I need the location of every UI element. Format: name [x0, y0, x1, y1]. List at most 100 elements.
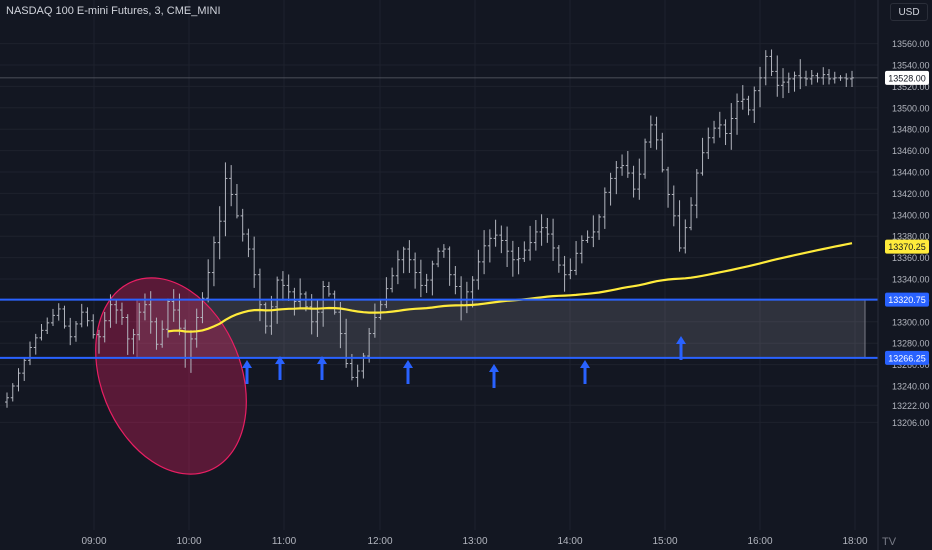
- y-tick-label: 13540.00: [892, 61, 930, 71]
- ohlc-bar: [752, 86, 757, 123]
- ohlc-bar: [372, 303, 377, 338]
- ohlc-bar: [321, 280, 326, 327]
- ohlc-bar: [620, 154, 625, 176]
- ohlc-bar: [775, 55, 780, 97]
- ohlc-bar: [73, 321, 78, 342]
- up-arrow[interactable]: [317, 356, 327, 380]
- ohlc-bar: [781, 68, 786, 99]
- ohlc-bar: [832, 71, 837, 84]
- ohlc-bar: [551, 218, 556, 261]
- ohlc-bar: [257, 268, 262, 322]
- ohlc-bar: [263, 302, 268, 334]
- price-labels: 13528.00 13370.25 13320.75 13266.25: [885, 70, 929, 365]
- ohlc-bar: [119, 302, 124, 325]
- ohlc-bar: [585, 230, 590, 243]
- ohlc-bar: [821, 67, 826, 85]
- price-label: 13266.25: [885, 350, 929, 365]
- ohlc-bar: [476, 249, 481, 290]
- up-arrow[interactable]: [676, 336, 686, 360]
- grid-lines: [0, 0, 878, 530]
- ohlc-bar: [700, 137, 705, 176]
- ohlc-bar: [85, 307, 90, 327]
- ohlc-bar: [556, 245, 561, 273]
- up-arrow[interactable]: [489, 364, 499, 388]
- tradingview-logo: TV: [882, 536, 897, 548]
- ohlc-bar: [602, 187, 607, 229]
- ohlc-bar: [430, 260, 435, 296]
- y-tick-label: 13560.00: [892, 39, 930, 49]
- ohlc-bar: [631, 165, 636, 198]
- ohlc-bar: [16, 368, 21, 392]
- ohlc-bar: [280, 271, 285, 301]
- ohlc-bar: [286, 274, 291, 302]
- highlight-ellipse-shape[interactable]: [68, 255, 274, 497]
- ohlc-bar: [45, 317, 50, 335]
- ohlc-bar: [154, 317, 159, 350]
- ohlc-bar: [746, 95, 751, 116]
- ohlc-bar: [315, 300, 320, 337]
- svg-text:13320.75: 13320.75: [888, 295, 926, 305]
- ohlc-bar: [591, 215, 596, 248]
- vwap-path: [167, 242, 853, 333]
- currency-button[interactable]: USD: [890, 3, 928, 21]
- ohlc-bar: [91, 314, 96, 339]
- y-tick-label: 13500.00: [892, 103, 930, 113]
- ohlc-bar: [677, 200, 682, 252]
- ohlc-bar: [252, 236, 257, 288]
- chart-title: NASDAQ 100 E-mini Futures, 3, CME_MINI: [6, 5, 221, 17]
- ohlc-bar: [160, 320, 165, 348]
- ohlc-bar: [792, 71, 797, 92]
- ohlc-bar: [798, 59, 803, 90]
- ohlc-bar: [487, 229, 492, 263]
- x-tick-label: 15:00: [652, 536, 677, 547]
- ohlc-bar: [5, 392, 9, 408]
- price-label: 13528.00: [885, 70, 929, 85]
- ohlc-bar: [344, 318, 349, 368]
- y-tick-label: 13260.00: [892, 360, 930, 370]
- ohlc-bar: [200, 292, 205, 324]
- x-tick-label: 18:00: [842, 536, 867, 547]
- ohlc-bar: [844, 73, 849, 87]
- ohlc-bar: [165, 298, 170, 338]
- up-arrow[interactable]: [580, 360, 590, 384]
- ohlc-bar: [62, 305, 67, 329]
- x-tick-label: 12:00: [367, 536, 392, 547]
- ohlc-bar: [740, 85, 745, 110]
- ohlc-bar: [786, 72, 791, 94]
- up-arrow[interactable]: [242, 360, 252, 384]
- ohlc-bar: [533, 220, 538, 251]
- ohlc-bar: [96, 329, 101, 354]
- y-tick-label: 13222.00: [892, 401, 930, 411]
- ohlc-bar: [654, 116, 659, 150]
- up-arrow[interactable]: [403, 360, 413, 384]
- up-arrow[interactable]: [275, 356, 285, 380]
- y-tick-label: 13206.00: [892, 418, 930, 428]
- ohlc-bar: [131, 328, 136, 355]
- ohlc-bar: [142, 293, 147, 321]
- ohlc-bar: [545, 217, 550, 243]
- zone-rect[interactable]: [136, 299, 866, 359]
- price-axis: 13560.00 13540.00 13520.00 13500.00 13480.00…: [877, 0, 930, 550]
- ohlc-bar: [401, 246, 406, 274]
- ohlc-bar: [637, 158, 642, 200]
- ohlc-bar: [240, 208, 245, 242]
- ohlc-bar: [246, 228, 251, 258]
- highlight-ellipse: [68, 255, 274, 497]
- ohlc-bar: [528, 225, 533, 261]
- ohlc-bar: [22, 357, 27, 381]
- ohlc-bar: [125, 314, 130, 355]
- ohlc-bar: [683, 219, 688, 254]
- ohlc-bar: [367, 327, 372, 363]
- x-tick-label: 09:00: [81, 536, 106, 547]
- ohlc-bar: [579, 235, 584, 264]
- ohlc-bar: [453, 265, 458, 295]
- ohlc-bar: [447, 246, 452, 286]
- ohlc-bar: [625, 151, 630, 178]
- ohlc-bar: [217, 206, 222, 260]
- ohlc-bar: [735, 93, 740, 135]
- ohlc-bar: [326, 281, 331, 297]
- ohlc-bar: [418, 259, 423, 298]
- ohlc-bar: [441, 244, 446, 258]
- ohlc-bar: [689, 197, 694, 231]
